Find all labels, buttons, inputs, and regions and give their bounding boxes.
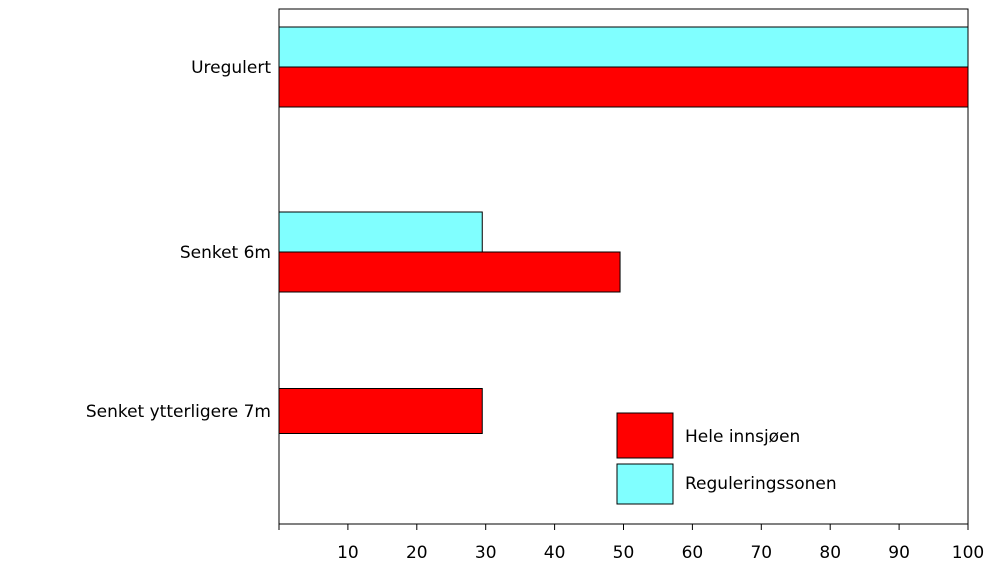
legend: Hele innsjøen Reguleringssonen: [616, 412, 837, 505]
x-tick-label-40: 40: [544, 543, 566, 563]
legend-swatch-reguleringssonen: [616, 463, 674, 505]
x-tick-label-30: 30: [475, 543, 497, 563]
x-tick-label-90: 90: [888, 543, 910, 563]
x-tick-label-80: 80: [819, 543, 841, 563]
category-labels: Uregulert Senket 6m Senket ytterligere 7m: [86, 58, 272, 422]
x-axis: 10 20 30 40 50 60 70 80 90 100: [278, 524, 984, 563]
bar-senket-6m-reguleringssonen: [278, 211, 483, 253]
legend-label-reguleringssonen: Reguleringssonen: [685, 474, 837, 494]
bars-group: [278, 26, 969, 434]
bar-senket-6m-hele-innsjoen: [278, 251, 621, 293]
bar-uregulert-reguleringssonen: [278, 26, 969, 68]
category-label-uregulert: Uregulert: [191, 58, 271, 78]
category-label-senket-ytterligere-7m: Senket ytterligere 7m: [86, 402, 271, 422]
x-tick-label-50: 50: [613, 543, 635, 563]
x-tick-label-70: 70: [750, 543, 772, 563]
legend-label-hele-innsjoen: Hele innsjøen: [685, 427, 800, 447]
category-label-senket-6m: Senket 6m: [180, 243, 271, 263]
bar-uregulert-hele-innsjoen: [278, 66, 969, 108]
legend-swatch-hele-innsjoen: [616, 412, 674, 459]
x-tick-label-100: 100: [952, 543, 984, 563]
bar-senket-ytterligere-7m-hele-innsjoen: [278, 388, 483, 434]
x-tick-label-20: 20: [406, 543, 428, 563]
x-tick-label-60: 60: [682, 543, 704, 563]
x-tick-label-10: 10: [337, 543, 359, 563]
